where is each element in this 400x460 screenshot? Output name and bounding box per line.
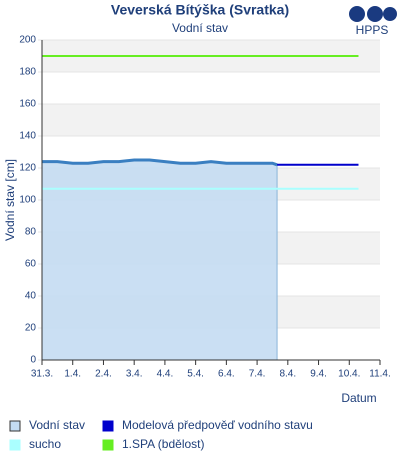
x-tick-label: 10.4. xyxy=(338,369,360,380)
x-tick-label: 9.4. xyxy=(310,369,327,380)
y-axis-label: Vodní stav [cm] xyxy=(3,159,17,241)
legend-swatch xyxy=(9,420,21,432)
y-tick-label: 160 xyxy=(19,99,36,110)
y-tick-label: 200 xyxy=(19,35,36,46)
y-tick-label: 180 xyxy=(19,67,36,78)
y-tick-label: 60 xyxy=(25,259,37,270)
grid-band xyxy=(42,104,380,136)
y-tick-label: 140 xyxy=(19,131,36,142)
chart-subtitle: Vodní stav xyxy=(172,21,228,35)
y-tick-label: 100 xyxy=(19,195,36,206)
y-tick-label: 80 xyxy=(25,227,37,238)
legend-swatch xyxy=(102,420,114,432)
legend-label: sucho xyxy=(29,437,61,451)
x-tick-label: 1.4. xyxy=(64,369,81,380)
legend-label: Modelová předpověď vodního stavu xyxy=(122,418,313,432)
y-tick-label: 120 xyxy=(19,163,36,174)
series-line xyxy=(42,158,278,167)
area xyxy=(42,160,278,360)
logo-text: HPPS xyxy=(356,23,389,37)
x-tick-label: 31.3. xyxy=(31,369,53,380)
x-tick-label: 2.4. xyxy=(95,369,112,380)
legend-label: Vodní stav xyxy=(29,418,85,432)
x-tick-label: 6.4. xyxy=(218,369,235,380)
x-tick-label: 8.4. xyxy=(279,369,296,380)
legend-swatch xyxy=(9,439,21,451)
logo: HPPS xyxy=(349,6,397,37)
legend-swatch xyxy=(102,439,114,451)
x-tick-label: 7.4. xyxy=(249,369,266,380)
chart-title: Veverská Bítýška (Svratka) xyxy=(111,2,289,18)
y-tick-label: 40 xyxy=(25,291,37,302)
x-tick-label: 4.4. xyxy=(157,369,174,380)
legend-label: 1.SPA (bdělost) xyxy=(122,437,205,451)
y-tick-label: 20 xyxy=(25,323,37,334)
x-axis-label: Datum xyxy=(341,391,376,405)
x-tick-label: 11.4. xyxy=(369,369,391,380)
y-tick-label: 0 xyxy=(30,355,36,366)
x-tick-label: 3.4. xyxy=(126,369,143,380)
x-tick-label: 5.4. xyxy=(187,369,204,380)
